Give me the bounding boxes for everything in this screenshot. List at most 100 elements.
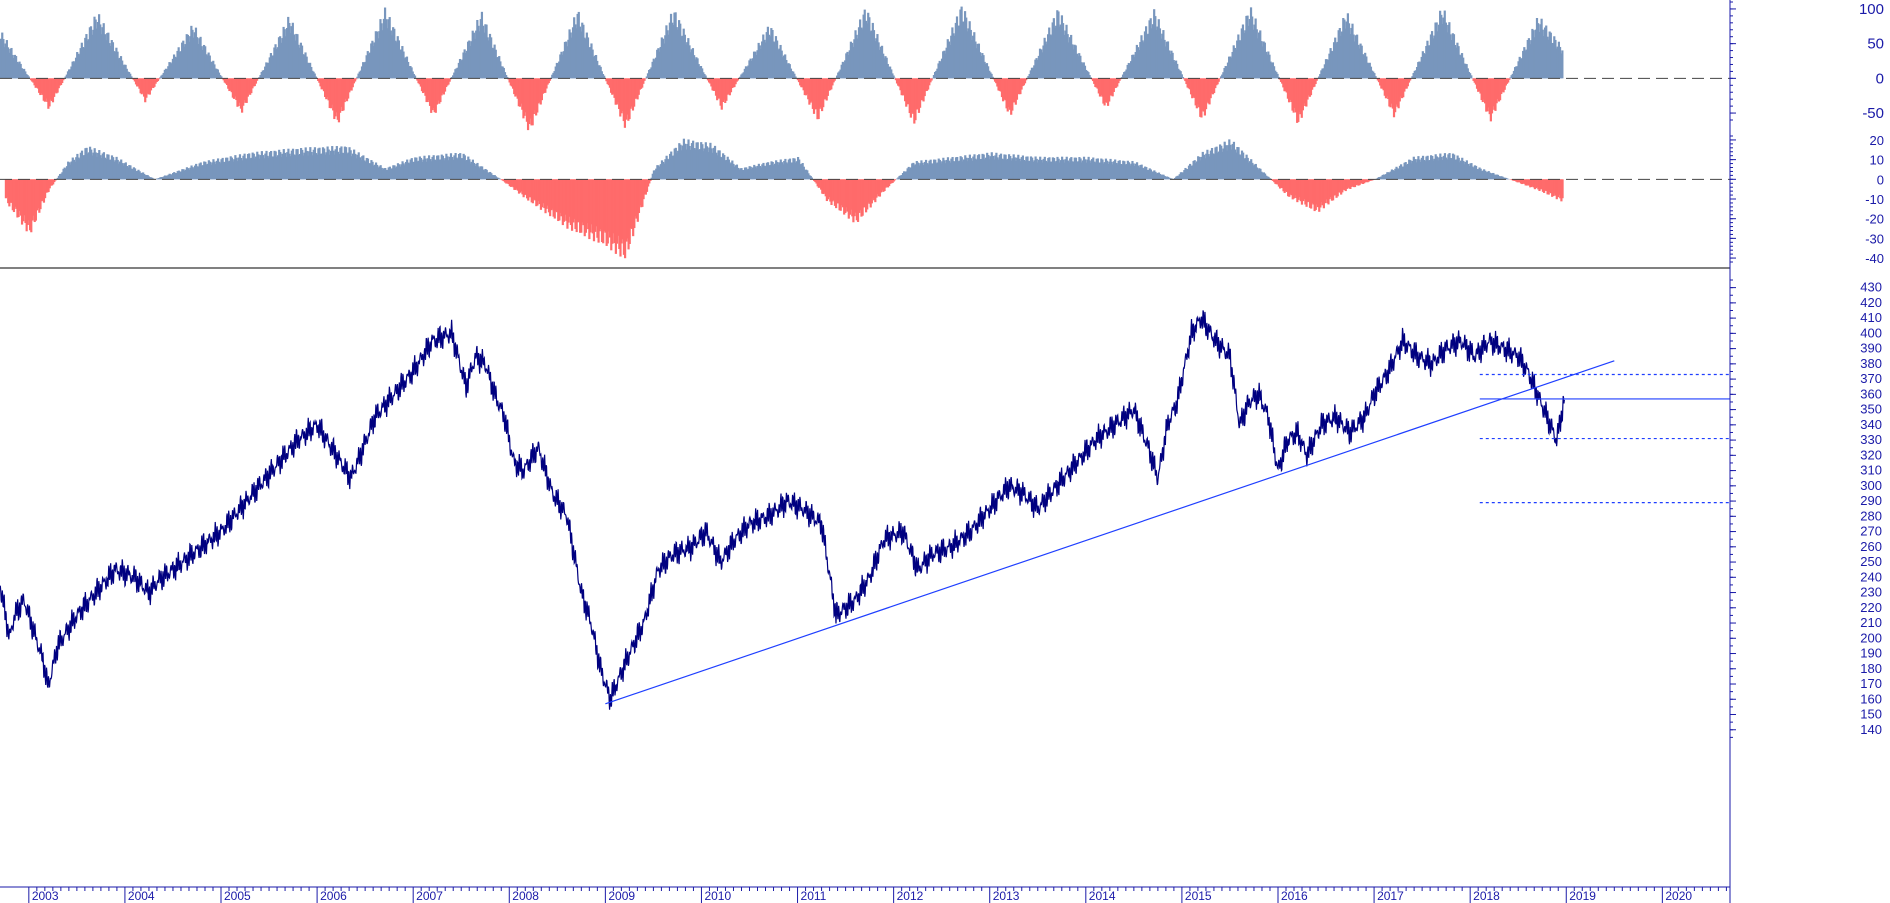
oscillator-bar <box>284 36 288 79</box>
oscillator-bar <box>985 63 989 79</box>
oscillator-bar <box>1008 78 1012 110</box>
oscillator-bar <box>56 78 59 93</box>
oscillator-bar <box>733 78 736 88</box>
oscillator-bar <box>901 173 905 180</box>
oscillator-bar <box>551 74 554 79</box>
oscillator-bar <box>65 166 69 180</box>
oscillator-bar <box>845 53 848 79</box>
oscillator-bar <box>1443 10 1446 79</box>
oscillator-bar <box>1278 179 1282 189</box>
oscillator-bar <box>515 179 518 189</box>
oscillator-bar <box>1405 164 1408 180</box>
oscillator-bar <box>1191 165 1194 180</box>
oscillator-bar <box>597 179 600 243</box>
oscillator-bar <box>370 160 373 180</box>
oscillator-bar <box>566 46 569 79</box>
oscillator-bar <box>97 152 100 180</box>
oscillator-bar <box>1282 179 1285 192</box>
oscillator-bar <box>854 179 857 213</box>
oscillator-bar <box>336 151 340 180</box>
oscillator-bar <box>1191 78 1194 99</box>
oscillator-bar <box>423 155 426 180</box>
oscillator-bar <box>1079 55 1082 79</box>
oscillator-bar <box>447 78 450 85</box>
oscillator-bar <box>1259 168 1262 180</box>
oscillator-bar <box>933 71 937 79</box>
oscillator-bar <box>193 32 196 79</box>
oscillator-bar <box>576 13 579 79</box>
oscillator-bar <box>1274 179 1277 184</box>
oscillator-bar <box>506 76 509 79</box>
oscillator-bar <box>582 24 585 79</box>
oscillator-bar <box>1454 45 1457 79</box>
oscillator-bar <box>524 78 527 113</box>
oscillator-bar <box>618 78 621 110</box>
oscillator-bar <box>520 78 523 104</box>
oscillator-bar <box>920 78 923 101</box>
oscillator-bar <box>738 169 741 180</box>
oscillator-bar <box>91 34 94 79</box>
oscillator-bar <box>279 152 282 180</box>
oscillator-bar <box>1187 78 1190 89</box>
oscillator-bar <box>960 157 963 180</box>
oscillator-bar <box>1389 171 1392 180</box>
oscillator-bar <box>42 179 46 203</box>
oscillator-bar <box>1263 173 1267 180</box>
oscillator-bar <box>796 78 799 81</box>
oscillator-bar <box>588 47 591 79</box>
oscillator-bar <box>1490 78 1494 114</box>
oscillator-bar <box>1395 78 1398 105</box>
oscillator-bar <box>603 75 606 79</box>
oscillator-bar <box>1236 146 1239 180</box>
oscillator-bar <box>897 177 900 180</box>
oscillator-bar <box>1104 78 1107 102</box>
oscillator-bar <box>1376 78 1379 81</box>
oscillator-bar <box>1211 78 1215 95</box>
oscillator-bar <box>790 162 793 180</box>
oscillator-bar <box>952 33 955 79</box>
oscillator-bar <box>429 159 432 180</box>
oscillator-bar <box>1153 9 1156 79</box>
oscillator-bar <box>190 25 193 79</box>
oscillator-bar <box>1122 160 1125 180</box>
oscillator-bar <box>212 159 215 180</box>
oscillator-bar <box>1347 23 1351 79</box>
oscillator-bar <box>1329 179 1332 198</box>
oscillator-bar <box>353 78 357 82</box>
oscillator-bar <box>855 34 858 79</box>
oscillator-bar <box>584 179 587 233</box>
oscillator-bar <box>532 179 536 200</box>
oscillator-bar <box>908 78 911 114</box>
oscillator-bar <box>245 78 248 103</box>
oscillator-bar <box>1028 74 1031 79</box>
oscillator-bar <box>231 78 234 98</box>
oscillator-bar <box>1082 156 1086 180</box>
oscillator-bar <box>597 65 600 79</box>
oscillator-bar <box>401 161 404 180</box>
oscillator-bar <box>1403 162 1406 180</box>
oscillator-bar <box>1438 157 1441 180</box>
oscillator-bar <box>1231 143 1234 180</box>
oscillator-bar <box>255 156 258 180</box>
oscillator-bar <box>280 42 283 79</box>
oscillator-bar <box>1131 54 1134 79</box>
oscillator-bar <box>1541 179 1545 192</box>
oscillator-bar <box>416 161 419 180</box>
oscillator-bar <box>941 161 944 180</box>
oscillator-bar <box>980 55 983 79</box>
oscillator-bar <box>458 58 462 79</box>
oscillator-bar <box>476 19 479 79</box>
oscillator-bar <box>1327 179 1330 205</box>
oscillator-bar <box>606 179 609 244</box>
oscillator-bar <box>699 66 703 79</box>
oscillator-bar <box>424 158 427 180</box>
oscillator-bar <box>211 162 214 180</box>
oscillator-bar <box>848 179 852 215</box>
oscillator-bar <box>373 164 376 180</box>
oscillator-bar <box>1395 166 1398 180</box>
oscillator-bar <box>453 72 456 79</box>
oscillator-bar <box>285 156 288 180</box>
oscillator-bar <box>892 179 895 182</box>
oscillator-bar <box>278 149 281 180</box>
oscillator-bar <box>824 179 827 197</box>
